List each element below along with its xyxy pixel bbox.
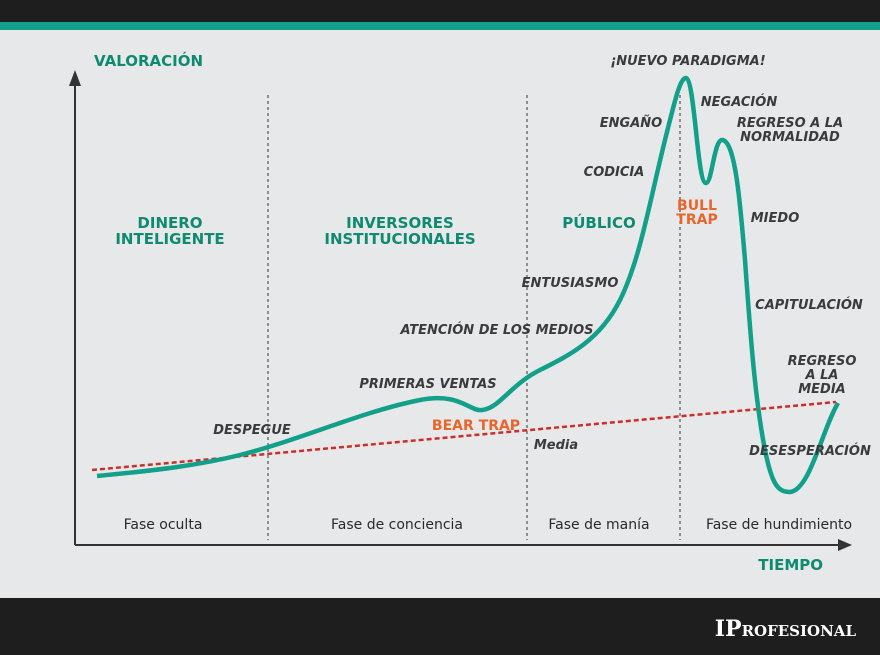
group-label: PÚBLICO — [562, 213, 636, 232]
stage-label: REGRESO A LA MEDIA — [788, 354, 857, 397]
mean-label: Media — [534, 438, 578, 453]
phase-dividers — [267, 95, 681, 540]
bottom-band — [0, 598, 880, 655]
stage-label: CAPITULACIÓN — [755, 297, 863, 313]
phase-label: Fase oculta — [124, 517, 203, 533]
stage-label: ENTUSIASMO — [522, 276, 619, 291]
stage-label: MIEDO — [751, 211, 800, 226]
stage-label: PRIMERAS VENTAS — [359, 377, 496, 392]
phase-label: Fase de conciencia — [331, 517, 463, 533]
trap-label: BEAR TRAP — [432, 418, 520, 434]
x-axis-label: TIEMPO — [758, 556, 823, 574]
stage-label: NEGACIÓN — [701, 94, 778, 110]
stage-label: ¡NUEVO PARADIGMA! — [610, 54, 765, 69]
phase-label: Fase de hundimiento — [706, 517, 852, 533]
top-band — [0, 0, 880, 22]
stage-label: DESESPERACIÓN — [749, 443, 871, 459]
stage-label: ENGAÑO — [600, 115, 662, 131]
stage-label: ATENCIÓN DE LOS MEDIOS — [399, 322, 593, 338]
trap-label: BULL TRAP — [676, 198, 717, 228]
top-stripe — [0, 22, 880, 30]
stage-label: REGRESO A LA NORMALIDAD — [737, 116, 843, 145]
stage-label: DESPEGUE — [213, 423, 291, 438]
axes — [69, 70, 852, 551]
group-label: DINERO INTELIGENTE — [115, 214, 224, 248]
y-axis-label: VALORACIÓN — [94, 51, 203, 70]
stage-label: CODICIA — [584, 165, 645, 180]
brand: IProfesional — [715, 616, 857, 642]
group-label: INVERSORES INSTITUCIONALES — [324, 214, 475, 248]
phase-label: Fase de manía — [548, 517, 649, 533]
bubble-curve — [96, 75, 840, 495]
